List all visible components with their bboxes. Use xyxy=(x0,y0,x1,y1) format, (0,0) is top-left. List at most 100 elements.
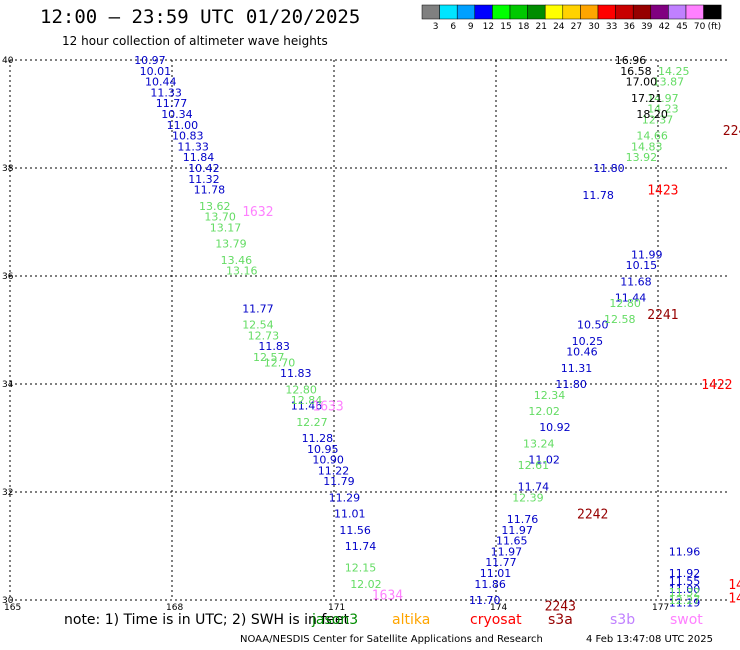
data-label: 13.46 xyxy=(221,254,253,267)
data-label: 12.37 xyxy=(642,113,674,126)
data-label: 11.78 xyxy=(194,184,226,197)
x-tick-label: 177 xyxy=(652,603,669,613)
data-label: 13.24 xyxy=(523,437,555,450)
data-label: 11.70 xyxy=(469,594,501,607)
data-label: 18.20 xyxy=(636,108,668,121)
y-tick-label: 34 xyxy=(2,380,14,390)
data-label: 13.79 xyxy=(215,238,247,251)
data-label: 10.34 xyxy=(161,108,193,121)
time-annotation: 2242 xyxy=(577,508,608,523)
data-label: 11.31 xyxy=(561,362,593,375)
data-label: 11.74 xyxy=(518,481,550,494)
legend-label: 21 xyxy=(535,22,546,32)
legend-swatch xyxy=(632,4,652,20)
data-label: 11.33 xyxy=(150,86,182,99)
satellite-label-s3b: s3b xyxy=(610,612,636,628)
data-label: 12.57 xyxy=(253,351,285,364)
legend-swatch xyxy=(668,4,687,20)
data-label: 17.21 xyxy=(631,92,663,105)
data-label: 11.01 xyxy=(334,508,366,521)
legend-label: 39 xyxy=(641,22,653,32)
legend-swatch xyxy=(544,4,564,20)
data-label: 11.96 xyxy=(669,545,701,558)
x-tick-label: 165 xyxy=(4,603,21,613)
data-label: 10.46 xyxy=(566,346,598,359)
data-label: 13.16 xyxy=(226,265,258,278)
data-label: 11.79 xyxy=(323,475,355,488)
legend-label: 42 xyxy=(659,22,670,32)
data-label: 11.77 xyxy=(485,556,517,569)
data-label: 11.65 xyxy=(496,535,528,548)
time-annotation: 2240 xyxy=(723,124,740,139)
data-label: 10.95 xyxy=(307,443,339,456)
data-label: 11.77 xyxy=(156,97,188,110)
y-tick-label: 40 xyxy=(2,56,14,66)
y-tick-label: 38 xyxy=(2,164,14,174)
data-label: 11.19 xyxy=(669,597,701,610)
data-label: 12.02 xyxy=(528,405,560,418)
data-label: 11.78 xyxy=(582,189,614,202)
footer-note: note: 1) Time is in UTC; 2) SWH is in fe… xyxy=(64,612,350,628)
data-label: 11.00 xyxy=(669,583,701,596)
data-label: 11.83 xyxy=(280,367,312,380)
y-tick-label: 30 xyxy=(2,596,14,606)
data-label: 11.56 xyxy=(339,524,371,537)
data-label: 12.84 xyxy=(291,394,323,407)
data-label: 13.62 xyxy=(199,200,231,213)
data-label: 11.97 xyxy=(491,545,522,558)
data-label: 14.23 xyxy=(647,103,679,116)
satellite-label-swot: swot xyxy=(670,612,703,628)
data-label: 11.32 xyxy=(669,586,701,599)
legend-label: 15 xyxy=(500,22,511,32)
legend-swatch xyxy=(597,4,616,20)
data-label: 11.99 xyxy=(631,248,663,261)
legend-label: 3 xyxy=(433,22,439,32)
legend-label: 45 xyxy=(676,22,687,32)
data-label: 10.83 xyxy=(172,130,204,143)
data-label: 12.39 xyxy=(512,491,544,504)
satellite-label-s3a: s3a xyxy=(548,612,573,628)
time-annotation: 1420 xyxy=(728,591,740,606)
data-label: 11.46 xyxy=(291,400,323,413)
data-label: 12.54 xyxy=(242,319,274,332)
legend-swatch xyxy=(615,4,634,20)
data-label: 12.70 xyxy=(264,356,296,369)
y-tick-label: 32 xyxy=(2,488,13,498)
data-label: 11.02 xyxy=(528,454,560,467)
page-subtitle: 12 hour collection of altimeter wave hei… xyxy=(62,34,328,48)
legend-swatch xyxy=(685,4,704,20)
data-label: 13.92 xyxy=(626,151,658,164)
data-label: 11.44 xyxy=(615,292,647,305)
data-label: 11.80 xyxy=(593,162,625,175)
time-annotation: 1632 xyxy=(242,205,273,220)
satellite-label-jason3: jason3 xyxy=(312,612,359,628)
data-label: 11.86 xyxy=(474,578,506,591)
data-label: 11.83 xyxy=(258,340,290,353)
legend-swatch xyxy=(492,4,511,20)
data-label: 16.96 xyxy=(615,54,647,67)
legend-swatch xyxy=(509,4,528,20)
data-label: 11.55 xyxy=(669,575,701,588)
data-label: 11.28 xyxy=(302,432,334,445)
legend-label: 70 xyxy=(694,22,706,32)
data-label: 11.22 xyxy=(318,464,350,477)
x-tick-label: 168 xyxy=(166,603,183,613)
data-label: 12.02 xyxy=(350,578,382,591)
data-label: 11.92 xyxy=(669,567,701,580)
time-annotation: 1422 xyxy=(701,378,732,393)
data-label: 12.27 xyxy=(669,594,701,607)
data-label: 11.80 xyxy=(555,378,587,391)
time-annotation: 1633 xyxy=(312,400,343,415)
time-annotation: 2241 xyxy=(647,308,678,323)
data-label: 10.01 xyxy=(140,65,172,78)
data-label: 13.17 xyxy=(210,221,242,234)
data-label: 11.68 xyxy=(620,275,652,288)
legend-swatch xyxy=(703,4,722,20)
page-title: 12:00 – 23:59 UTC 01/20/2025 xyxy=(40,6,361,28)
data-label: 12.73 xyxy=(248,329,280,342)
footer-credit: NOAA/NESDIS Center for Satellite Applica… xyxy=(240,634,543,645)
data-label: 11.84 xyxy=(183,151,215,164)
footer-timestamp: 4 Feb 13:47:08 UTC 2025 xyxy=(586,634,713,645)
data-label: 14.25 xyxy=(658,65,690,78)
